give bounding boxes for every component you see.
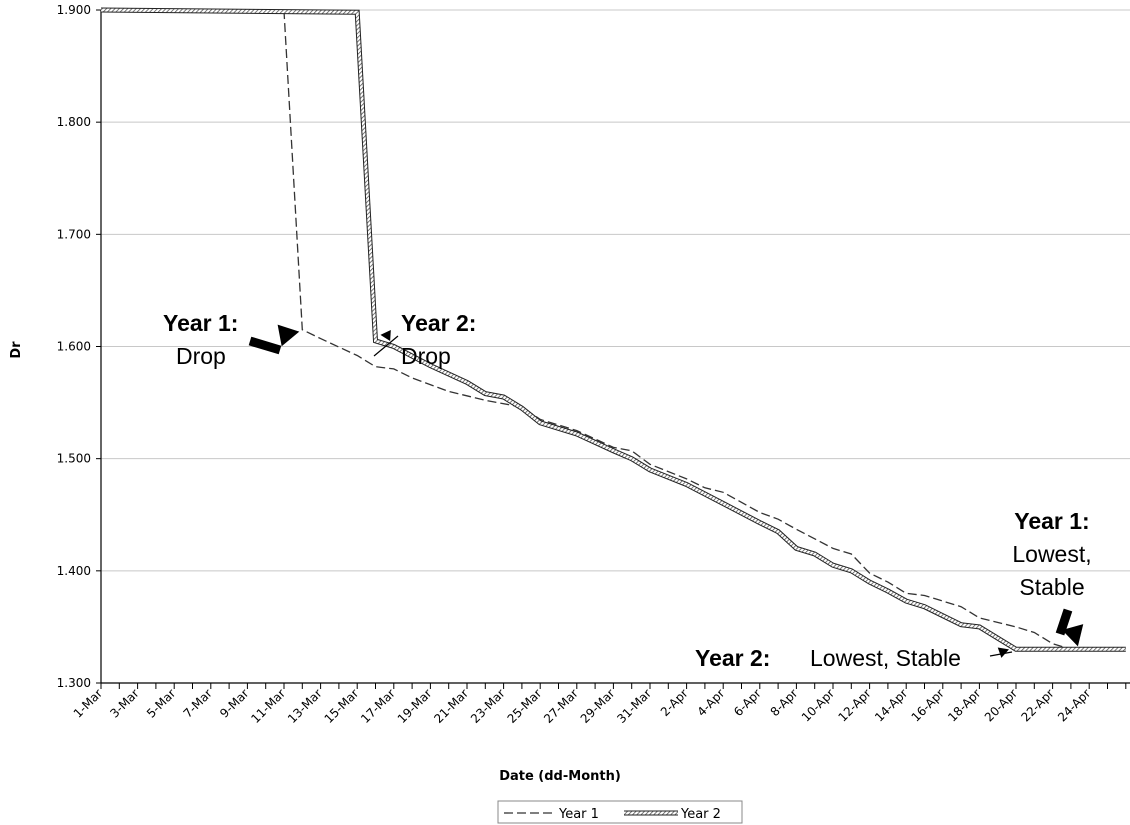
x-tick-label: 16-Apr — [909, 686, 947, 724]
x-tick-label: 13-Mar — [285, 686, 325, 726]
series-line-year-2 — [100, 7, 1126, 652]
annotation-arrow-shaft — [373, 335, 399, 357]
x-tick-label: 24-Apr — [1055, 686, 1093, 724]
series-line-year-2-fill — [100, 8, 1126, 651]
y-tick-label: 1.800 — [57, 115, 91, 129]
x-tick-label: 21-Mar — [431, 686, 471, 726]
y-axis-title: Dr — [9, 341, 24, 359]
x-axis-title: Date (dd-Month) — [499, 769, 621, 784]
annotation-arrow-head — [380, 330, 391, 342]
x-tick-label: 20-Apr — [982, 686, 1020, 724]
x-tick-label: 11-Mar — [248, 686, 288, 726]
annotation-arrow-head — [1062, 624, 1084, 647]
legend: Year 1 Year 2 — [497, 800, 743, 824]
annotation-label: Drop — [401, 343, 451, 369]
x-tick-label: 12-Apr — [835, 686, 873, 724]
annotation-year1-drop: Year 1: Drop — [163, 310, 300, 369]
x-tick-label: 25-Mar — [505, 686, 545, 726]
annotation-year2-drop: Year 2: Drop — [373, 310, 476, 369]
y-tick-label: 1.500 — [57, 452, 91, 466]
annotation-arrow-head — [277, 324, 300, 347]
y-tick-label: 1.600 — [57, 340, 91, 354]
x-tick-label: 31-Mar — [614, 686, 654, 726]
x-tick-label: 14-Apr — [872, 686, 910, 724]
y-tick-label: 1.400 — [57, 564, 91, 578]
annotation-label-bold: Year 2: — [695, 645, 770, 671]
x-tick-label: 9-Mar — [217, 686, 251, 720]
annotation-year1-lowest: Year 1: Lowest, Stable — [1012, 508, 1092, 647]
x-tick-label: 1-Mar — [71, 686, 105, 720]
annotation-label-bold: Year 1: — [163, 310, 238, 336]
annotation-label: Lowest, — [1012, 541, 1091, 567]
x-tick-label: 22-Apr — [1018, 686, 1056, 724]
y-tick-label: 1.900 — [57, 3, 91, 17]
x-tick-label: 27-Mar — [541, 686, 581, 726]
x-tick-label: 15-Mar — [322, 686, 362, 726]
x-tick-label: 19-Mar — [395, 686, 435, 726]
x-tick-label: 23-Mar — [468, 686, 508, 726]
series-line-year-2-outline — [100, 7, 1126, 652]
legend-label-year-1: Year 1 — [558, 807, 599, 822]
annotation-label-2: Stable — [1019, 574, 1084, 600]
x-tick-label: 18-Apr — [945, 686, 983, 724]
x-tick-label: 29-Mar — [578, 686, 618, 726]
y-tick-label: 1.300 — [57, 676, 91, 690]
x-tick-label: 5-Mar — [144, 686, 178, 720]
x-tick-label: 3-Mar — [107, 686, 141, 720]
annotation-label: Lowest, Stable — [810, 645, 961, 671]
annotation-year2-lowest: Year 2: Lowest, Stable — [695, 645, 1013, 671]
annotation-arrow-shaft — [1055, 608, 1073, 636]
annotations: Year 1: Drop Year 2: Drop Year 1: Lowest, Stab… — [163, 310, 1092, 671]
annotation-label-bold: Year 2: — [401, 310, 476, 336]
legend-label-year-2: Year 2 — [680, 807, 721, 822]
y-tick-label: 1.700 — [57, 227, 91, 241]
x-tick-label: 7-Mar — [181, 686, 215, 720]
legend-box — [497, 800, 743, 824]
axes: 1.300 1.400 1.500 1.600 1.700 1.800 1.900 1-Mar… — [9, 3, 1130, 784]
x-tick-label: 6-Apr — [731, 686, 764, 719]
series-line-year-1 — [100, 8, 1126, 650]
annotation-arrow-head — [997, 647, 1009, 658]
x-tick-label: 17-Mar — [358, 686, 398, 726]
x-tick-label: 2-Apr — [658, 686, 691, 719]
annotation-label-bold: Year 1: — [1014, 508, 1089, 534]
annotation-label: Drop — [176, 343, 226, 369]
x-tick-label: 4-Apr — [694, 686, 727, 719]
annotation-arrow-shaft — [248, 336, 282, 355]
gridlines — [101, 9, 1130, 572]
x-tick-label: 10-Apr — [799, 686, 837, 724]
x-tick-label: 8-Apr — [768, 686, 801, 719]
series-layer — [100, 7, 1126, 652]
